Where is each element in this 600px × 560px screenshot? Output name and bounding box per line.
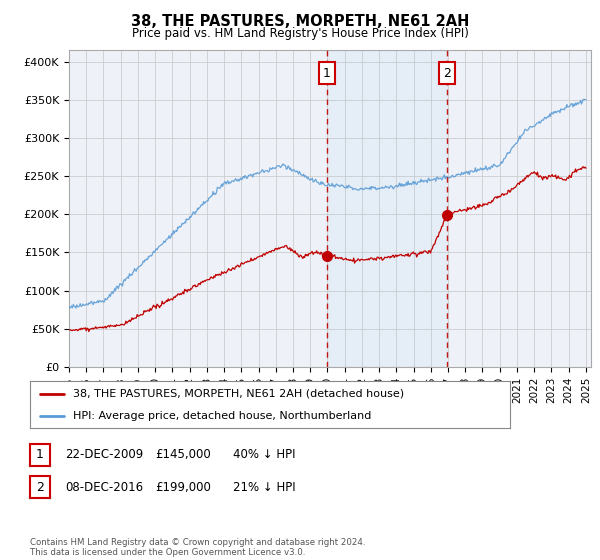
Text: 21% ↓ HPI: 21% ↓ HPI	[233, 480, 295, 494]
Text: 2: 2	[443, 67, 451, 80]
Text: 38, THE PASTURES, MORPETH, NE61 2AH (detached house): 38, THE PASTURES, MORPETH, NE61 2AH (det…	[73, 389, 404, 399]
Text: 1: 1	[323, 67, 331, 80]
Text: HPI: Average price, detached house, Northumberland: HPI: Average price, detached house, Nort…	[73, 410, 371, 421]
Text: £199,000: £199,000	[155, 480, 211, 494]
Text: £145,000: £145,000	[155, 448, 211, 461]
Bar	[327, 50, 447, 367]
Text: 40% ↓ HPI: 40% ↓ HPI	[233, 448, 295, 461]
Text: Price paid vs. HM Land Registry's House Price Index (HPI): Price paid vs. HM Land Registry's House …	[131, 27, 469, 40]
Text: 1: 1	[36, 448, 44, 461]
Text: 08-DEC-2016: 08-DEC-2016	[65, 480, 143, 494]
Text: 22-DEC-2009: 22-DEC-2009	[65, 448, 143, 461]
Text: 2: 2	[36, 480, 44, 494]
Text: Contains HM Land Registry data © Crown copyright and database right 2024.
This d: Contains HM Land Registry data © Crown c…	[30, 538, 365, 557]
Text: 38, THE PASTURES, MORPETH, NE61 2AH: 38, THE PASTURES, MORPETH, NE61 2AH	[131, 14, 469, 29]
